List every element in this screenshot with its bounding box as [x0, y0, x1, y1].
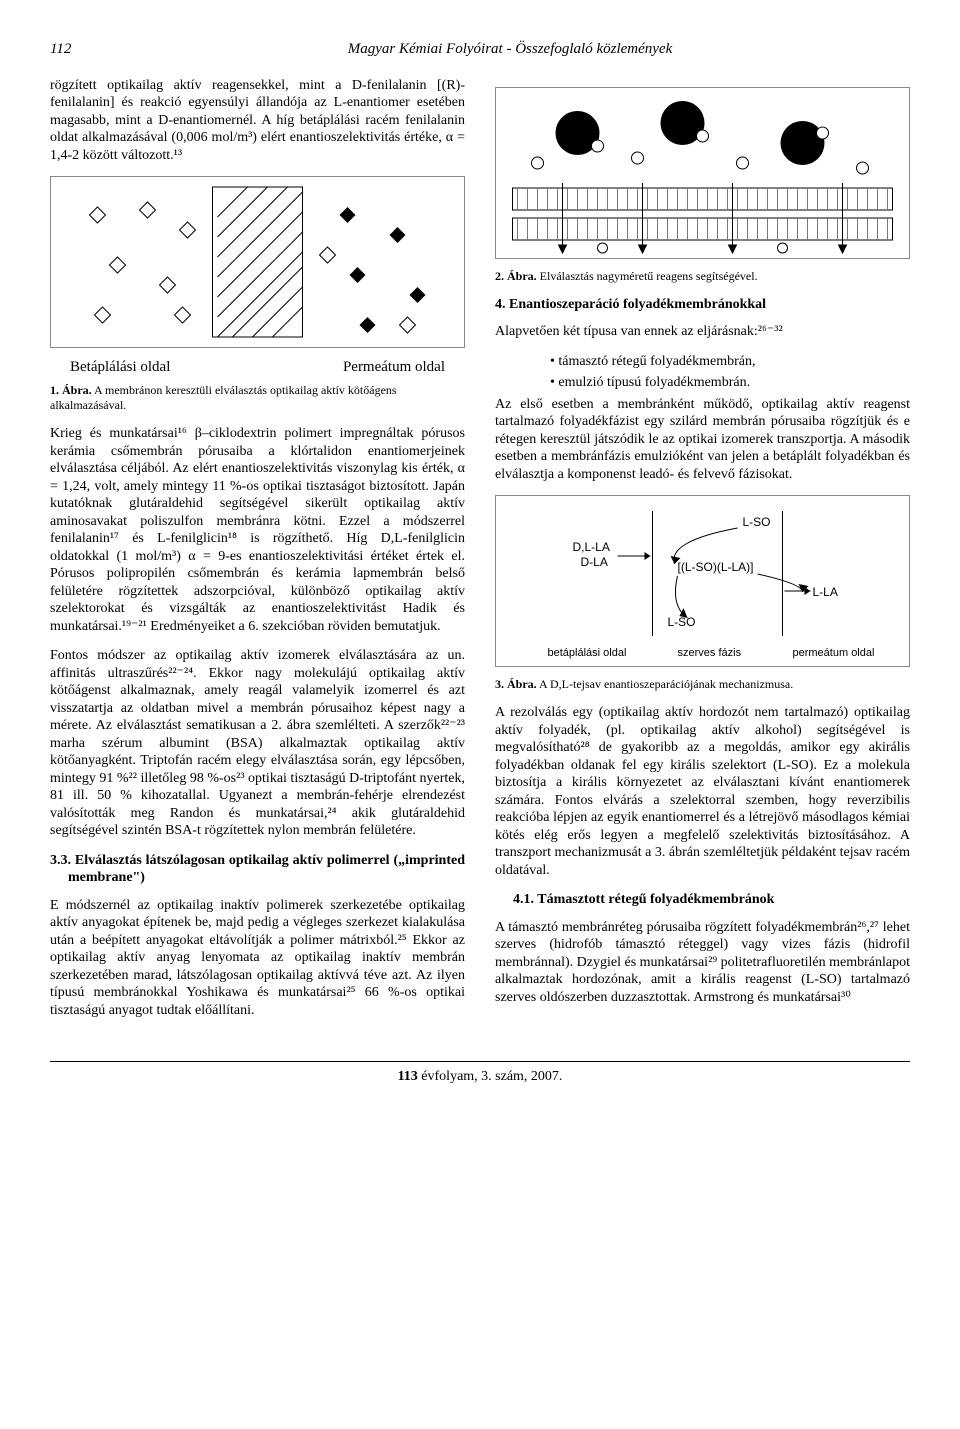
figure-3-caption: 3. Ábra. A D,L-tejsav enantioszeparációj…	[495, 677, 910, 692]
para-supported: A támasztó membránréteg pórusaiba rögzít…	[495, 919, 910, 1007]
para-intro: rögzített optikailag aktív reagensekkel,…	[50, 77, 465, 165]
svg-text:D-LA: D-LA	[581, 555, 608, 569]
left-column: rögzített optikailag aktív reagensekkel,…	[50, 77, 465, 1031]
svg-text:betáplálási oldal: betáplálási oldal	[548, 647, 627, 659]
svg-text:permeátum oldal: permeátum oldal	[793, 647, 875, 659]
section-4-1-heading: 4.1. Támasztott rétegű folyadékmembránok	[495, 891, 910, 909]
figure-2-caption-number: 2. Ábra.	[495, 269, 537, 283]
figure-1-svg	[51, 177, 464, 347]
figure-3-caption-text: A D,L-tejsav enantioszeparációjának mech…	[537, 677, 794, 691]
svg-text:L-SO: L-SO	[743, 515, 771, 529]
para-imprinted: E módszernél az optikailag inaktív polim…	[50, 897, 465, 1020]
figure-1	[50, 176, 465, 348]
two-column-layout: rögzített optikailag aktív reagensekkel,…	[50, 77, 910, 1031]
svg-text:L-LA: L-LA	[813, 585, 838, 599]
bullet-supported: • támasztó rétegű folyadékmembrán,	[550, 353, 910, 371]
figure-3: D,L-LA D-LA L-SO [(L-SO)(L-LA)] L-LA L-S…	[495, 495, 910, 667]
right-column: 2. Ábra. Elválasztás nagyméretű reagens …	[495, 77, 910, 1031]
svg-text:L-SO: L-SO	[668, 615, 696, 629]
section-4-heading: 4. Enantioszeparáció folyadékmembránokka…	[495, 296, 910, 314]
figure-1-label-left: Betáplálási oldal	[70, 358, 170, 377]
page-number: 112	[50, 40, 110, 59]
figure-3-svg: D,L-LA D-LA L-SO [(L-SO)(L-LA)] L-LA L-S…	[496, 496, 909, 666]
svg-text:szerves fázis: szerves fázis	[678, 647, 742, 659]
para-affinity: Fontos módszer az optikailag aktív izome…	[50, 647, 465, 840]
figure-1-caption: 1. Ábra. A membránon keresztüli elválasz…	[50, 383, 465, 413]
para-first-case: Az első esetben a membránként működő, op…	[495, 396, 910, 484]
para-resolv: A rezolválás egy (optikailag aktív hordo…	[495, 704, 910, 879]
svg-text:D,L-LA: D,L-LA	[573, 540, 610, 554]
figure-1-caption-text: A membránon keresztüli elválasztás optik…	[50, 383, 397, 412]
footer-rest: évfolyam, 3. szám, 2007.	[421, 1069, 562, 1084]
footer-bold: 113	[398, 1069, 418, 1084]
page-footer: 113 évfolyam, 3. szám, 2007.	[50, 1061, 910, 1086]
figure-1-label-right: Permeátum oldal	[343, 358, 445, 377]
figure-2-caption-text: Elválasztás nagyméretű reagens segítségé…	[537, 269, 758, 283]
page-header: 112 Magyar Kémiai Folyóirat - Összefogla…	[50, 40, 910, 59]
section-3-3-heading: 3.3. Elválasztás látszólagosan optikaila…	[50, 852, 465, 887]
figure-2-svg	[496, 88, 909, 258]
para-krieg: Krieg és munkatársai¹⁶ β–ciklodextrin po…	[50, 425, 465, 635]
bullet-emulsion: • emulzió típusú folyadékmembrán.	[550, 374, 910, 392]
figure-2	[495, 87, 910, 259]
figure-1-caption-number: 1. Ábra.	[50, 383, 92, 397]
figure-3-caption-number: 3. Ábra.	[495, 677, 537, 691]
figure-2-caption: 2. Ábra. Elválasztás nagyméretű reagens …	[495, 269, 910, 284]
figure-1-labels: Betáplálási oldal Permeátum oldal	[50, 358, 465, 377]
journal-title: Magyar Kémiai Folyóirat - Összefoglaló k…	[110, 40, 910, 59]
para-two-types: Alapvetően két típusa van ennek az eljár…	[495, 323, 910, 341]
svg-text:[(L-SO)(L-LA)]: [(L-SO)(L-LA)]	[678, 560, 754, 574]
